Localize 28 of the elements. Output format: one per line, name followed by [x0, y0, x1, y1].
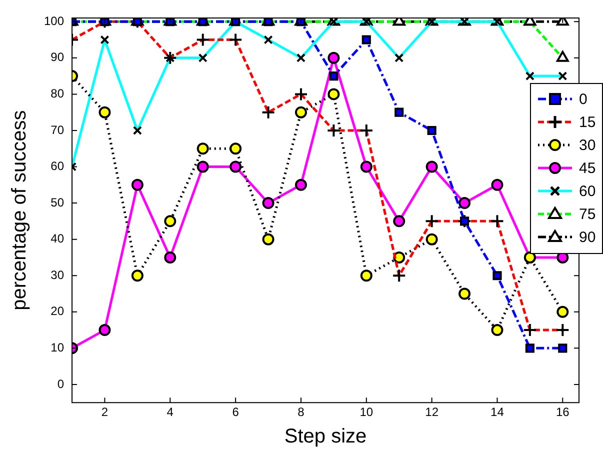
x-axis-title: Step size: [284, 426, 367, 448]
y-tick-label: 70: [50, 122, 64, 137]
x-tick-label: 6: [232, 405, 240, 420]
y-tick-label: 90: [50, 50, 64, 64]
y-tick-label: 100: [44, 14, 64, 28]
x-tick-label: 14: [490, 405, 504, 420]
legend-label: 75: [579, 206, 596, 223]
x-tick-label: 2: [101, 405, 108, 420]
y-tick-label: 20: [50, 304, 64, 318]
y-tick-label: 80: [50, 86, 64, 101]
y-tick-label: 10: [50, 340, 64, 354]
x-tick-label: 16: [556, 405, 570, 420]
y-tick-label: 40: [50, 232, 64, 246]
legend-label: 60: [579, 182, 596, 200]
x-tick-label: 4: [166, 405, 174, 420]
legend-label: 30: [579, 136, 596, 154]
y-tick-label: 30: [50, 268, 64, 282]
y-tick-label: 0: [57, 376, 64, 391]
legend-label: 45: [579, 160, 596, 177]
y-tick-label: 60: [50, 159, 64, 174]
x-tick-label: 10: [360, 405, 374, 420]
legend-label: 90: [579, 228, 596, 246]
legend-label: 15: [579, 114, 596, 131]
y-tick-label: 50: [50, 195, 64, 210]
legend-label: 0: [579, 90, 588, 108]
x-tick-label: 8: [298, 405, 305, 420]
y-axis-title: percentage of success: [8, 110, 31, 310]
x-tick-label: 12: [425, 405, 439, 420]
